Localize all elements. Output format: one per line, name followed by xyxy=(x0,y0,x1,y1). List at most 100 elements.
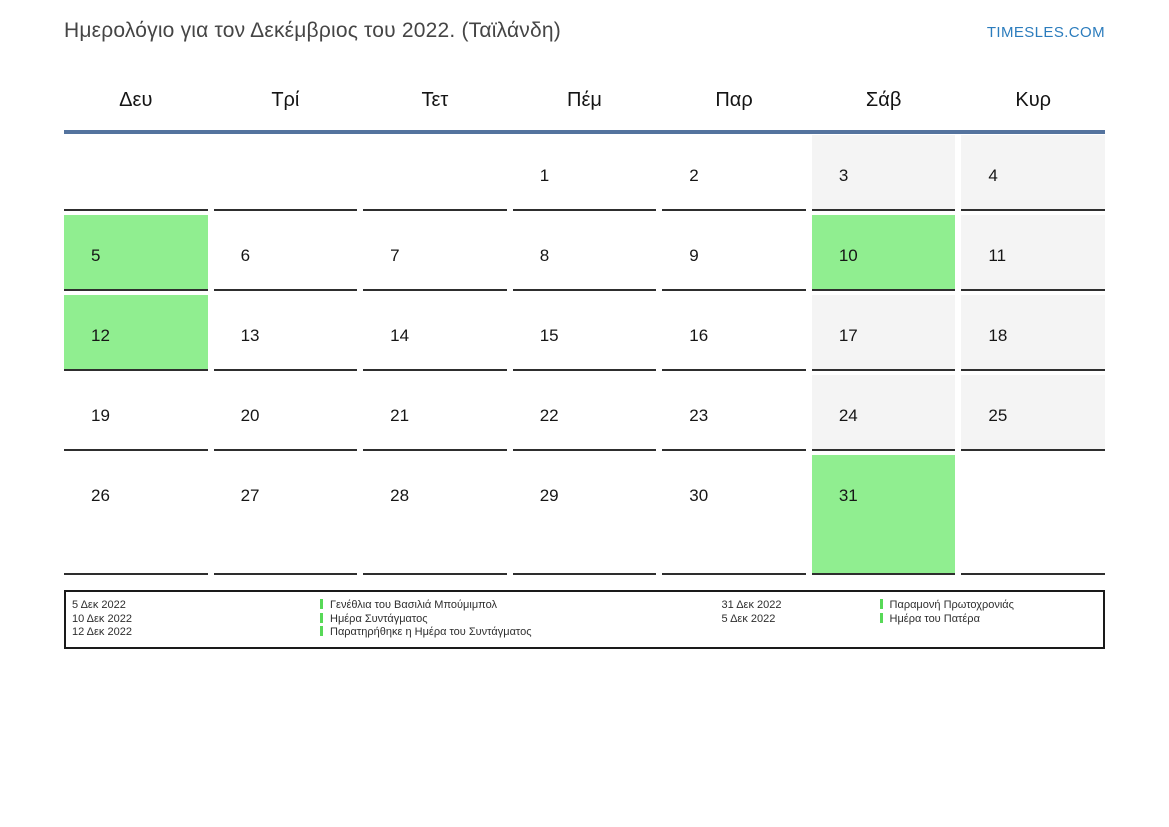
holiday-marker-icon xyxy=(320,599,323,609)
weekday-label-thu: Πέμ xyxy=(567,89,602,111)
holiday-name: Ημέρα Συντάγματος xyxy=(320,612,428,626)
day-cell: 18 xyxy=(961,295,1105,371)
week-row-5: 26 27 28 29 30 31 xyxy=(64,455,1105,575)
day-cell: 12 xyxy=(64,295,208,371)
day-number: 10 xyxy=(838,246,858,265)
legend-entry: 10 Δεκ 2022 Ημέρα Συντάγματος xyxy=(72,612,722,626)
day-number: 22 xyxy=(539,406,559,425)
header-divider xyxy=(64,130,1105,134)
day-cell: 7 xyxy=(363,215,507,291)
day-cell: 31 xyxy=(811,455,956,575)
day-number: 21 xyxy=(390,406,410,425)
legend-entry: 5 Δεκ 2022 Γενέθλια του Βασιλιά Μπούμιμπ… xyxy=(72,598,722,612)
day-number: 3 xyxy=(838,166,849,185)
weekday-header-row: Δευ Τρί Τετ Πέμ Παρ Σάβ Κυρ xyxy=(64,88,1105,130)
day-cell: 1 xyxy=(512,135,657,211)
holiday-name-text: Γενέθλια του Βασιλιά Μπούμιμπολ xyxy=(330,599,497,611)
legend-column-right: 31 Δεκ 2022 Παραμονή Πρωτοχρονιάς 5 Δεκ … xyxy=(722,598,1103,639)
day-cell: 9 xyxy=(662,215,806,291)
day-number: 24 xyxy=(838,406,858,425)
week-row-2: 5 6 7 8 9 10 11 xyxy=(64,215,1105,291)
legend-date: 10 Δεκ 2022 xyxy=(72,612,132,625)
day-number xyxy=(961,455,1105,486)
legend-column-left: 5 Δεκ 2022 Γενέθλια του Βασιλιά Μπούμιμπ… xyxy=(72,598,722,639)
day-cell: 2 xyxy=(662,135,806,211)
day-cell: 22 xyxy=(512,375,657,451)
day-number: 20 xyxy=(240,406,260,425)
day-number: 30 xyxy=(689,486,709,505)
day-cell: 20 xyxy=(213,375,358,451)
day-number: 18 xyxy=(988,326,1008,345)
holiday-name-text: Παρατηρήθηκε η Ημέρα του Συντάγματος xyxy=(330,626,532,638)
day-cell: 11 xyxy=(961,215,1105,291)
day-number: 4 xyxy=(988,166,998,185)
day-cell: 16 xyxy=(662,295,806,371)
day-number xyxy=(64,135,208,166)
legend-date: 12 Δεκ 2022 xyxy=(72,626,132,638)
weekday-label-sun: Κυρ xyxy=(1015,89,1052,111)
calendar-page: Ημερολόγιο για τον Δεκέμβριος του 2022. … xyxy=(64,0,1105,649)
day-cell: 3 xyxy=(811,135,956,211)
day-number: 13 xyxy=(240,326,260,345)
holiday-name: Παραμονή Πρωτοχρονιάς xyxy=(879,598,1014,612)
holiday-marker-icon xyxy=(879,612,883,623)
weekday-label-tue: Τρί xyxy=(271,89,300,111)
day-number: 16 xyxy=(689,326,709,345)
day-number: 14 xyxy=(390,326,410,345)
day-number: 17 xyxy=(838,326,858,345)
day-cell: 25 xyxy=(961,375,1105,451)
day-cell: 26 xyxy=(64,455,208,575)
day-cell: 10 xyxy=(811,215,956,291)
weekday-label-mon: Δευ xyxy=(119,89,153,111)
weekday-label-fri: Παρ xyxy=(715,89,753,111)
day-cell: 8 xyxy=(512,215,657,291)
day-number: 28 xyxy=(390,486,410,505)
holiday-marker-icon xyxy=(320,612,323,623)
day-cell: 13 xyxy=(213,295,358,371)
day-number: 23 xyxy=(689,406,709,425)
day-cell: 28 xyxy=(363,455,507,575)
holiday-name: Ημέρα του Πατέρα xyxy=(879,612,980,626)
day-cell: 17 xyxy=(811,295,956,371)
holiday-name: Γενέθλια του Βασιλιά Μπούμιμπολ xyxy=(320,598,497,612)
week-row-1: 1 2 3 4 xyxy=(64,135,1105,211)
day-cell xyxy=(363,135,507,211)
weekday-label-wed: Τετ xyxy=(421,89,449,111)
day-cell: 19 xyxy=(64,375,208,451)
day-cell: 14 xyxy=(363,295,507,371)
day-cell: 23 xyxy=(662,375,806,451)
week-row-3: 12 13 14 15 16 17 18 xyxy=(64,295,1105,371)
day-number: 19 xyxy=(91,406,110,425)
day-cell: 24 xyxy=(811,375,956,451)
day-cell xyxy=(64,135,208,211)
page-title: Ημερολόγιο για τον Δεκέμβριος του 2022. … xyxy=(64,19,561,42)
day-cell: 15 xyxy=(512,295,657,371)
holiday-marker-icon xyxy=(320,626,323,636)
day-number: 6 xyxy=(240,246,251,265)
legend-entry: 31 Δεκ 2022 Παραμονή Πρωτοχρονιάς xyxy=(722,598,1103,612)
holiday-name: Παρατηρήθηκε η Ημέρα του Συντάγματος xyxy=(320,625,532,639)
top-bar: Ημερολόγιο για τον Δεκέμβριος του 2022. … xyxy=(64,0,1105,69)
day-cell xyxy=(961,455,1105,575)
day-number: 9 xyxy=(689,246,699,265)
holiday-marker-icon xyxy=(879,599,883,609)
day-cell: 5 xyxy=(64,215,208,291)
day-number: 27 xyxy=(240,486,260,505)
legend-date: 31 Δεκ 2022 xyxy=(721,599,782,611)
day-cell: 27 xyxy=(213,455,358,575)
day-cell xyxy=(213,135,358,211)
day-number: 12 xyxy=(91,326,110,345)
day-cell: 21 xyxy=(363,375,507,451)
legend-date: 5 Δεκ 2022 xyxy=(72,599,126,611)
day-number: 15 xyxy=(539,326,559,345)
timesles-site-link[interactable]: TIMESLES.COM xyxy=(986,24,1105,41)
day-number: 25 xyxy=(988,406,1008,425)
holiday-name-text: Ημέρα του Πατέρα xyxy=(889,612,980,625)
day-number: 7 xyxy=(390,246,400,265)
calendar-grid: 1 2 3 4 5 6 7 8 9 10 11 12 13 14 15 16 1… xyxy=(64,135,1105,575)
day-number: 1 xyxy=(539,166,550,185)
week-row-4: 19 20 21 22 23 24 25 xyxy=(64,375,1105,451)
day-cell: 30 xyxy=(662,455,806,575)
legend-date: 5 Δεκ 2022 xyxy=(721,612,776,625)
day-number: 11 xyxy=(988,246,1007,265)
